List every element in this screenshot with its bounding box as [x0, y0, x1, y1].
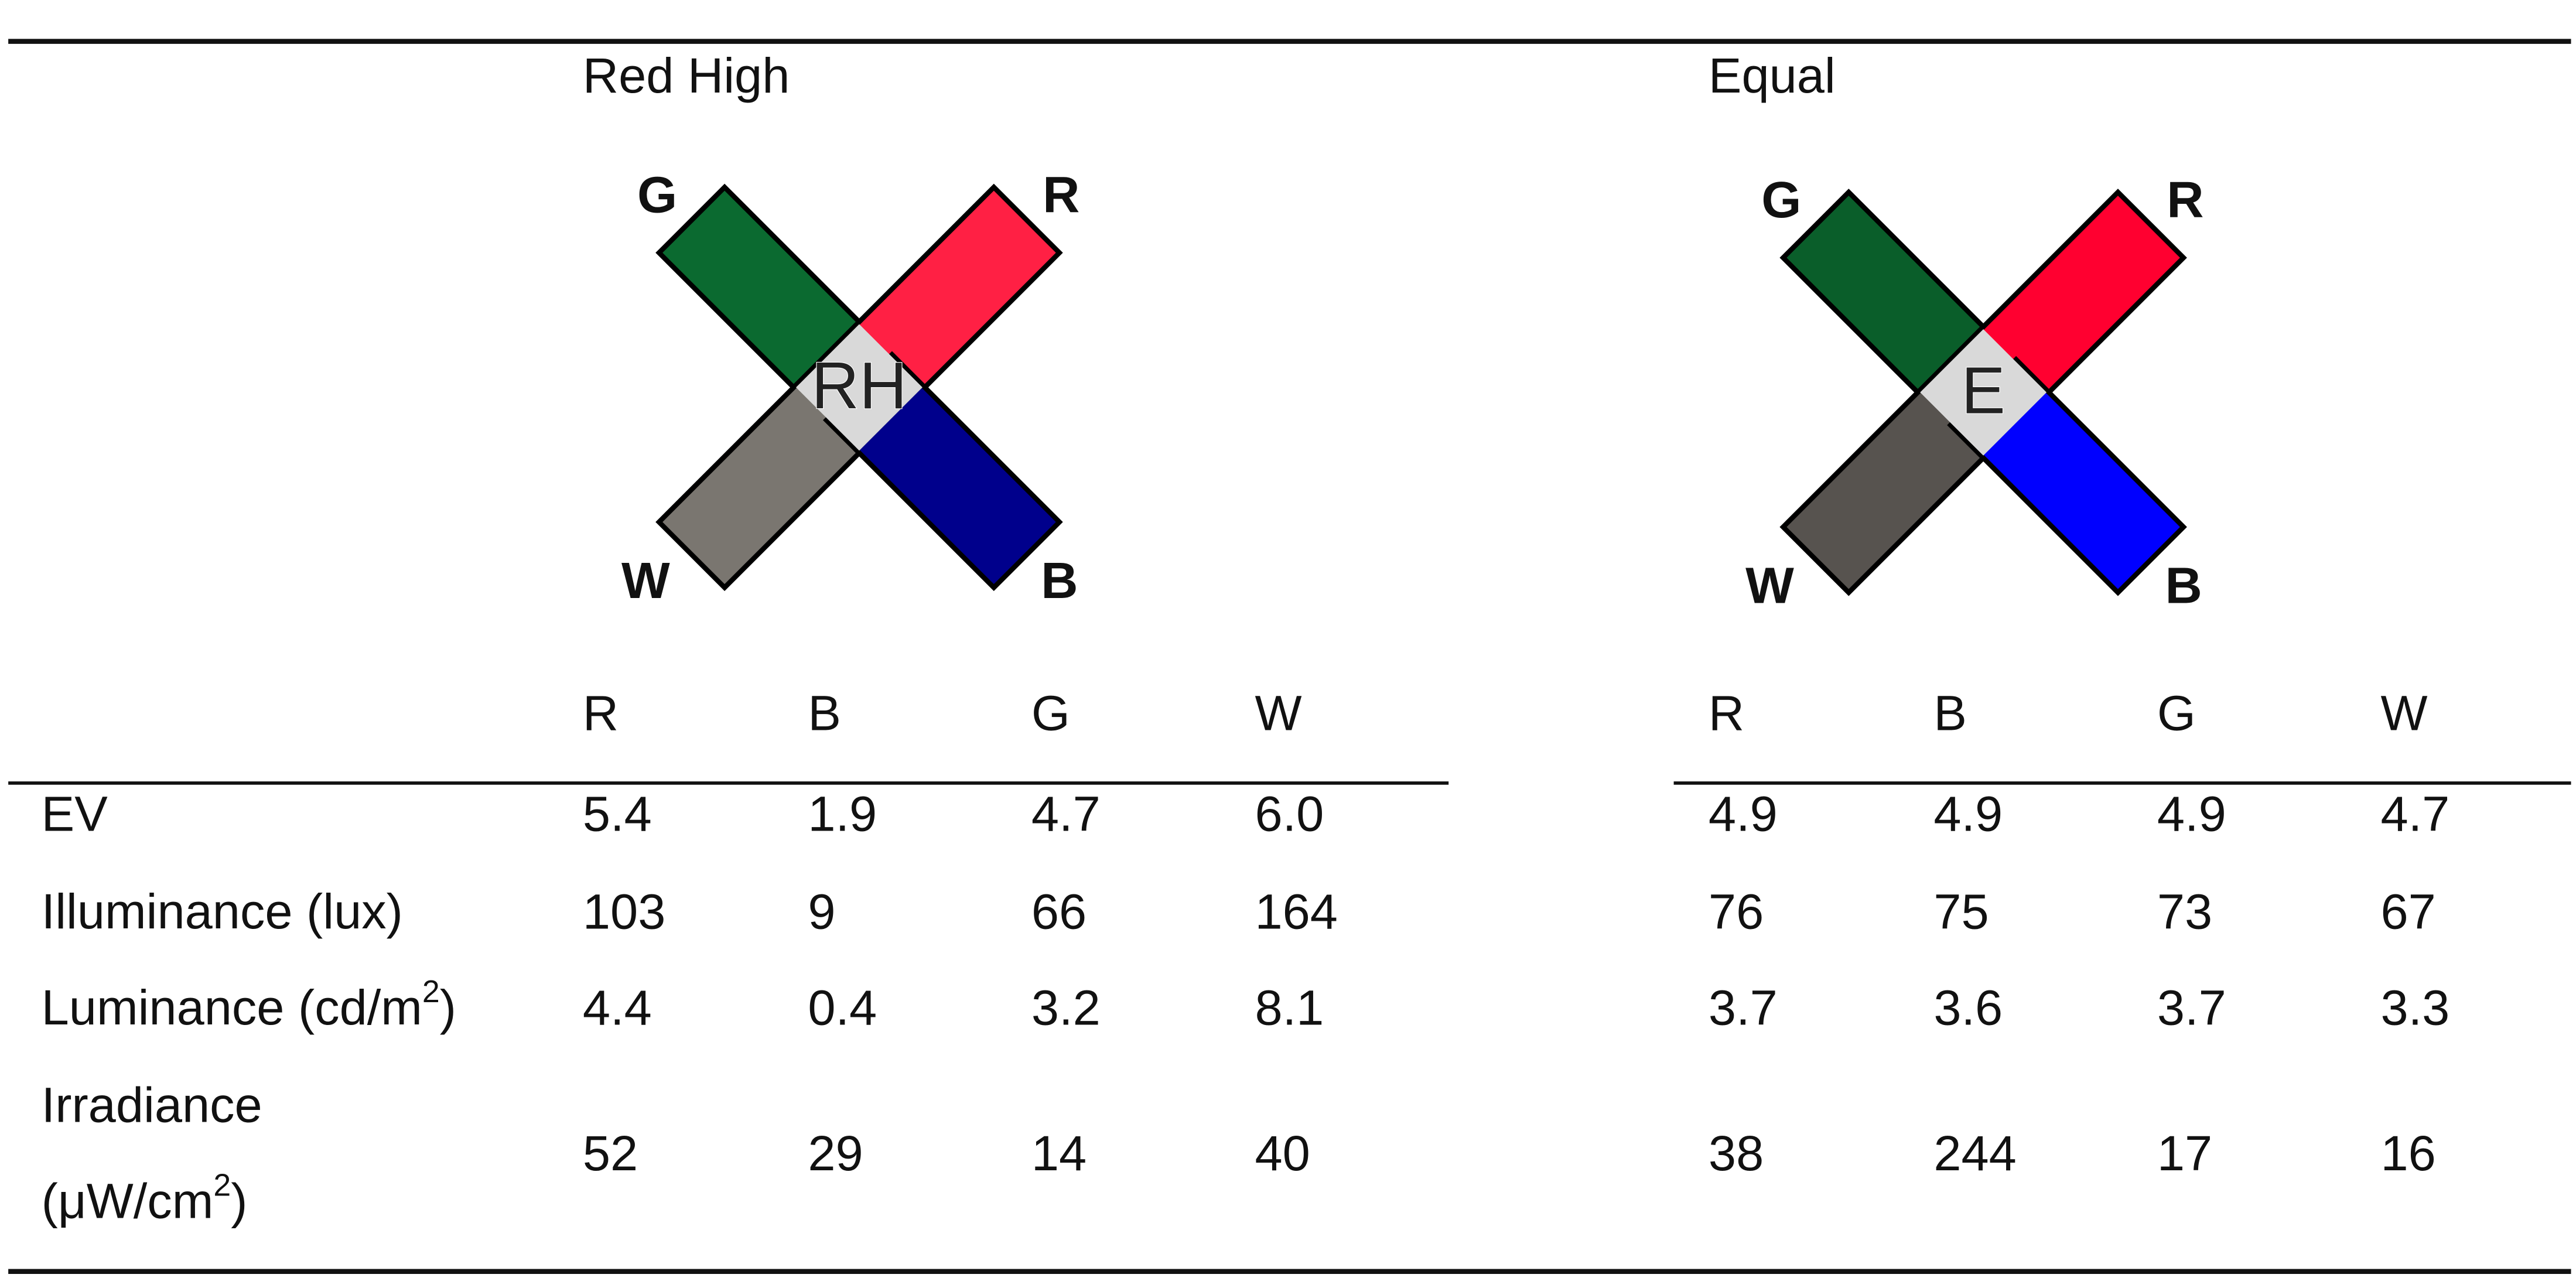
label-part: (μW/cm: [42, 1173, 214, 1229]
cell: 4.4: [583, 979, 652, 1035]
cell: 4.9: [2157, 786, 2226, 842]
cell: 73: [2157, 883, 2212, 939]
cell: 3.7: [1709, 979, 1778, 1035]
cell: 244: [1933, 1125, 2016, 1181]
superscript: 2: [422, 974, 440, 1009]
cell: 76: [1709, 883, 1764, 939]
cross-icon: G R W B RH: [621, 166, 1079, 609]
cell: 5.4: [583, 786, 652, 842]
center-label: RH: [811, 349, 907, 422]
label-part: Irradiance: [42, 1077, 262, 1133]
column-header: B: [808, 685, 841, 740]
cell: 14: [1031, 1125, 1087, 1181]
label-part: ): [231, 1173, 247, 1229]
cell: 38: [1709, 1125, 1764, 1181]
arm-label: G: [1761, 171, 1801, 228]
arm-label: W: [1745, 556, 1794, 614]
cell: 3.2: [1031, 979, 1101, 1035]
label-part: EV: [42, 786, 108, 842]
arm-label: G: [637, 166, 677, 223]
cell: 29: [808, 1125, 863, 1181]
cell: 3.6: [1933, 979, 2003, 1035]
cell: 40: [1255, 1125, 1310, 1181]
group-title: Red High: [583, 47, 790, 103]
cell: 75: [1933, 883, 1989, 939]
row-label: EV: [42, 786, 108, 842]
cell: 66: [1031, 883, 1087, 939]
row-label: Irradiance: [42, 1077, 262, 1133]
arm-label: B: [2165, 556, 2202, 614]
cell: 3.7: [2157, 979, 2226, 1035]
cell: 0.4: [808, 979, 877, 1035]
column-header: W: [1255, 685, 1301, 740]
row-label: (μW/cm2): [42, 1168, 248, 1229]
group-title: Equal: [1709, 47, 1836, 103]
column-header: W: [2380, 685, 2427, 740]
cell: 67: [2380, 883, 2435, 939]
row-label: Illuminance (lux): [42, 883, 403, 939]
arm-label: B: [1041, 552, 1078, 609]
cell: 103: [583, 883, 665, 939]
cell: 6.0: [1255, 786, 1324, 842]
cell: 4.7: [1031, 786, 1101, 842]
cell: 4.9: [1709, 786, 1778, 842]
center-label: E: [1961, 353, 2005, 427]
cell: 4.9: [1933, 786, 2003, 842]
row-label: Luminance (cd/m2): [42, 974, 456, 1035]
label-part: Luminance (cd/m: [42, 979, 422, 1035]
cross-icon: G R W B E: [1745, 171, 2203, 614]
cell: 16: [2380, 1125, 2435, 1181]
column-header: G: [2157, 685, 2196, 740]
arm-label: R: [1043, 166, 1079, 223]
arm-label: R: [2167, 171, 2203, 228]
cell: 164: [1255, 883, 1337, 939]
superscript: 2: [213, 1168, 231, 1203]
cell: 52: [583, 1125, 638, 1181]
label-part: Illuminance (lux): [42, 883, 403, 939]
column-header: B: [1933, 685, 1967, 740]
cell: 8.1: [1255, 979, 1324, 1035]
column-header: G: [1031, 685, 1070, 740]
label-part: ): [440, 979, 456, 1035]
cell: 3.3: [2380, 979, 2449, 1035]
column-header: R: [583, 685, 619, 740]
cell: 9: [808, 883, 835, 939]
cell: 17: [2157, 1125, 2212, 1181]
cell: 1.9: [808, 786, 877, 842]
column-header: R: [1709, 685, 1744, 740]
cell: 4.7: [2380, 786, 2449, 842]
arm-label: W: [621, 552, 670, 609]
